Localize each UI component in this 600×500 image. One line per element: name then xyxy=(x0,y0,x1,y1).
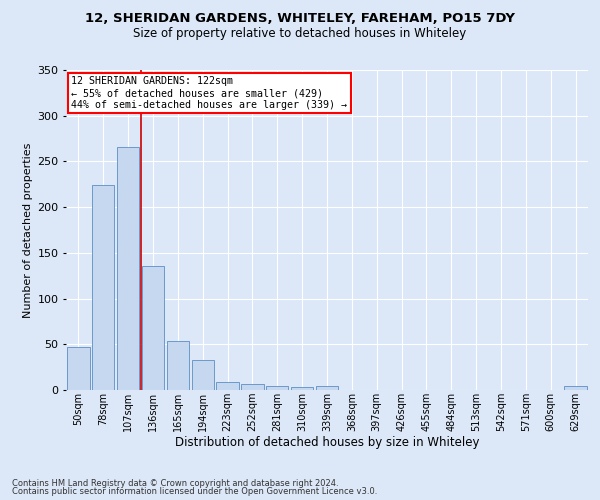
Bar xyxy=(316,386,338,390)
Bar xyxy=(92,185,115,390)
Text: Size of property relative to detached houses in Whiteley: Size of property relative to detached ho… xyxy=(133,28,467,40)
Text: Contains public sector information licensed under the Open Government Licence v3: Contains public sector information licen… xyxy=(12,487,377,496)
Bar xyxy=(117,147,139,390)
Bar xyxy=(191,360,214,390)
Bar xyxy=(67,347,89,390)
Text: 12, SHERIDAN GARDENS, WHITELEY, FAREHAM, PO15 7DY: 12, SHERIDAN GARDENS, WHITELEY, FAREHAM,… xyxy=(85,12,515,26)
Text: 12 SHERIDAN GARDENS: 122sqm
← 55% of detached houses are smaller (429)
44% of se: 12 SHERIDAN GARDENS: 122sqm ← 55% of det… xyxy=(71,76,347,110)
Bar xyxy=(142,266,164,390)
Bar xyxy=(241,384,263,390)
Y-axis label: Number of detached properties: Number of detached properties xyxy=(23,142,33,318)
Text: Contains HM Land Registry data © Crown copyright and database right 2024.: Contains HM Land Registry data © Crown c… xyxy=(12,478,338,488)
Bar xyxy=(217,382,239,390)
Bar xyxy=(266,386,289,390)
X-axis label: Distribution of detached houses by size in Whiteley: Distribution of detached houses by size … xyxy=(175,436,479,450)
Bar xyxy=(167,340,189,390)
Bar xyxy=(565,386,587,390)
Bar xyxy=(291,388,313,390)
